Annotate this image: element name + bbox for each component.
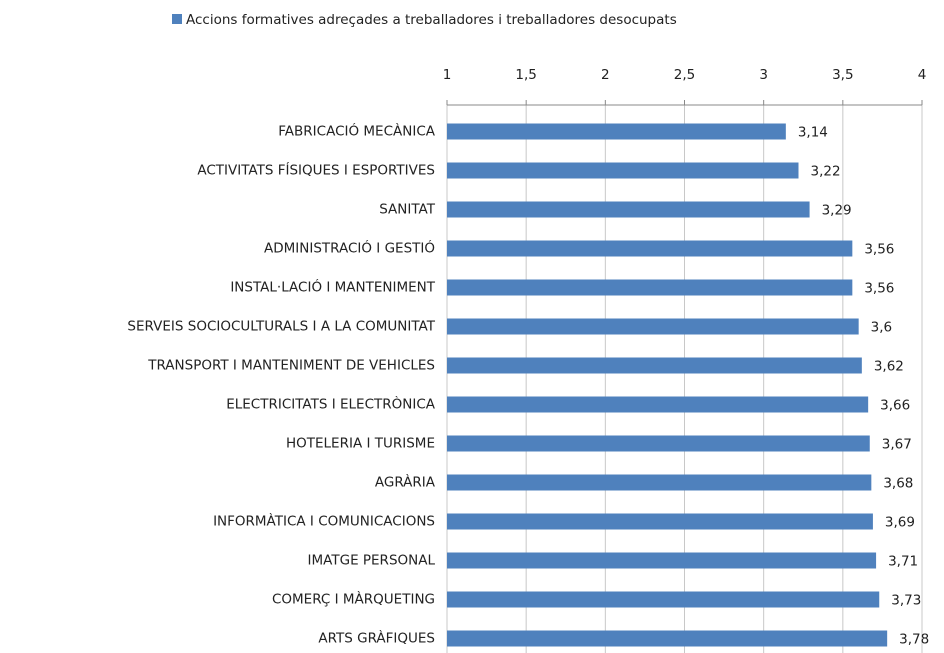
bar	[447, 123, 786, 140]
bar	[447, 474, 872, 491]
x-tick-label: 4	[918, 67, 927, 83]
x-tick-label: 3	[759, 67, 768, 83]
y-tick-label: INFORMÀTICA I COMUNICACIONS	[213, 513, 435, 530]
bar	[447, 435, 870, 452]
data-label: 3,69	[885, 515, 915, 531]
data-label: 3,73	[891, 593, 921, 609]
data-label: 3,56	[864, 242, 894, 258]
x-tick-label: 2	[601, 67, 610, 83]
y-tick-label: ELECTRICITATS I ELECTRÒNICA	[226, 395, 436, 413]
x-tick-label: 3,5	[832, 67, 853, 83]
y-tick-label: ACTIVITATS FÍSIQUES I ESPORTIVES	[197, 162, 435, 179]
bar	[447, 513, 873, 530]
y-tick-label: INSTAL·LACIÓ I MANTENIMENT	[230, 278, 435, 296]
bar	[447, 591, 880, 608]
bar	[447, 318, 859, 335]
x-tick-label: 2,5	[674, 67, 695, 83]
data-label: 3,71	[888, 554, 918, 570]
data-label: 3,68	[883, 476, 913, 492]
y-tick-label: IMATGE PERSONAL	[308, 553, 436, 569]
bar	[447, 240, 853, 257]
data-label: 3,67	[882, 437, 912, 453]
data-label: 3,56	[864, 281, 894, 297]
legend-swatch	[172, 14, 182, 24]
bar	[447, 357, 862, 374]
x-tick-label: 1	[443, 67, 452, 83]
bar	[447, 279, 853, 296]
data-label: 3,66	[880, 398, 910, 414]
bar	[447, 630, 888, 647]
bar	[447, 396, 869, 413]
data-label: 3,29	[822, 203, 852, 219]
legend-label: Accions formatives adreçades a treballad…	[186, 12, 677, 28]
y-tick-label: SANITAT	[379, 202, 436, 218]
data-label: 3,22	[811, 164, 841, 180]
data-label: 3,78	[899, 632, 929, 648]
y-tick-label: FABRICACIÓ MECÀNICA	[278, 122, 435, 140]
y-tick-label: HOTELERIA I TURISME	[286, 436, 435, 452]
bar	[447, 201, 810, 218]
data-label: 3,14	[798, 125, 828, 141]
y-tick-label: SERVEIS SOCIOCULTURALS I A LA COMUNITAT	[127, 319, 435, 335]
bar	[447, 552, 877, 569]
y-tick-label: COMERÇ I MÀRQUETING	[272, 591, 435, 608]
x-tick-label: 1,5	[515, 67, 536, 83]
y-tick-label: AGRÀRIA	[375, 474, 436, 491]
y-tick-label: ADMINISTRACIÓ I GESTIÓ	[264, 239, 435, 257]
data-label: 3,6	[871, 320, 892, 336]
bar	[447, 162, 799, 179]
data-label: 3,62	[874, 359, 904, 375]
y-tick-label: ARTS GRÀFIQUES	[318, 630, 435, 647]
y-tick-label: TRANSPORT I MANTENIMENT DE VEHICLES	[147, 358, 435, 374]
